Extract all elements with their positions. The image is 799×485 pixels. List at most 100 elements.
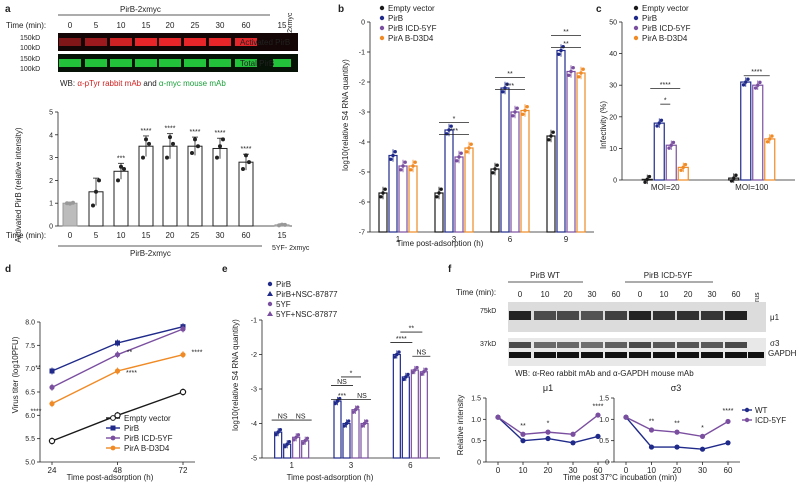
c-point — [647, 174, 652, 179]
a-point — [221, 137, 225, 142]
a-xtick-7: 60 — [242, 231, 251, 240]
f-band-sigma3-9 — [725, 342, 747, 348]
b-bar-1-2 — [500, 87, 510, 233]
f1-point-0 — [595, 433, 601, 439]
green-band-7 — [235, 59, 257, 67]
b-ytick-label: -1 — [359, 50, 365, 57]
b-sig-4: ** — [563, 29, 569, 36]
d-ytick-label: 6.5 — [25, 390, 35, 397]
c-point — [643, 180, 647, 184]
b-point — [403, 160, 407, 164]
f-legend-1: ICD-5YF — [755, 416, 786, 425]
f-time-5: 0 — [638, 290, 643, 299]
a-point — [116, 178, 120, 183]
panel-d-chart: 5.05.56.06.57.07.58.024 48 72*************… — [25, 320, 202, 476]
c-point — [645, 177, 649, 182]
c-point — [753, 86, 758, 90]
e-point — [422, 370, 426, 374]
b-point — [493, 167, 497, 171]
panel-a-xgroup: PirB-2xmyc — [130, 249, 171, 258]
d-point-2 — [49, 384, 55, 390]
f-band-gapdh-8 — [701, 352, 723, 358]
a-bar-6 — [212, 147, 228, 227]
c-ytick-label: 10 — [609, 146, 617, 153]
e-sig-7: ** — [409, 326, 415, 333]
e-sig-3: *** — [338, 393, 346, 400]
c-ytick-label: 50 — [609, 20, 617, 27]
f1-point-0 — [570, 440, 576, 446]
f-band-mu1-8 — [701, 311, 723, 320]
a-ytick-label: 3 — [49, 155, 53, 162]
e-point — [410, 370, 415, 375]
f-band-gapdh-7 — [677, 352, 699, 358]
f-band-gapdh-0 — [509, 352, 531, 358]
d-legend-marker-1 — [110, 425, 116, 431]
red-band-7 — [235, 38, 257, 46]
a-point — [241, 167, 245, 171]
a-point — [168, 135, 172, 140]
a-point — [247, 160, 251, 165]
f2-point-0 — [725, 440, 731, 446]
a-xtick-4: 20 — [166, 231, 175, 240]
e-point — [347, 419, 351, 423]
e-bar-1-2 — [401, 376, 410, 459]
f1-xtick-label-1: 10 — [519, 466, 528, 475]
c-legend-2: PirB ICD-5YF — [642, 24, 691, 33]
b-point — [559, 48, 563, 53]
b-sig-0: * — [453, 116, 456, 123]
b-xtick-0: 1 — [396, 235, 401, 244]
f-time-0: 0 — [518, 290, 523, 299]
a-point — [190, 151, 194, 156]
f1-sig-1: * — [547, 421, 550, 428]
b-bar-3-3 — [576, 72, 586, 233]
b-legend-2: PirB ICD-5YF — [388, 24, 437, 33]
c-point — [744, 80, 748, 84]
b-point — [413, 160, 417, 164]
a-time-8: 15 — [278, 21, 287, 30]
b-sig-5: ** — [563, 41, 569, 48]
a-point — [196, 144, 200, 149]
d-xtick-label-0: 24 — [48, 466, 57, 475]
b-point — [391, 153, 395, 158]
e-sig-1: NS — [296, 414, 306, 421]
green-band-6 — [209, 59, 231, 67]
c-legend-1: PirB — [642, 14, 657, 23]
d-legend-1: PirB — [124, 424, 139, 433]
f2-point-0 — [699, 446, 706, 452]
f1-point-1 — [545, 429, 551, 435]
a-sig-6: **** — [215, 130, 226, 137]
a-ytick-label: 0 — [49, 224, 53, 231]
d-ytick-label: 8.0 — [25, 320, 35, 327]
a-point — [215, 155, 219, 160]
a-ytick-label: 5 — [49, 110, 53, 117]
b-point — [503, 86, 507, 90]
d-xtick-label-1: 48 — [113, 466, 122, 475]
f-group-wt: PirB WT — [530, 271, 560, 280]
d-point-2 — [114, 352, 121, 358]
e-legend-3: 5YF+NSC-87877 — [276, 310, 338, 319]
b-ytick-label: 0 — [361, 20, 365, 27]
e-bar-3-1 — [360, 422, 369, 459]
a-point — [144, 137, 148, 142]
d-ytick-label: 5.0 — [25, 460, 35, 467]
a-point — [91, 203, 95, 208]
d-ytick-label: 6.0 — [25, 413, 35, 420]
e-legend-1: PirB+NSC-87877 — [276, 290, 338, 299]
c-legend-marker-2 — [633, 25, 639, 31]
e-bar-2-2 — [410, 369, 419, 459]
c-legend-marker-1 — [633, 15, 639, 21]
c-legend-marker-0 — [633, 5, 639, 11]
c-bar-1-1 — [740, 81, 752, 181]
b-point — [459, 151, 463, 155]
e-point — [413, 368, 417, 372]
e-point — [401, 377, 406, 382]
red-band-2 — [110, 38, 132, 46]
b-point — [383, 187, 387, 191]
f2-xtick-label-0: 0 — [624, 466, 629, 475]
f-band-gapdh-2 — [557, 352, 579, 358]
a-ytick-label: 1 — [49, 201, 53, 208]
b-point — [393, 150, 397, 154]
f-band-mu1-5 — [629, 311, 651, 320]
c-sig-0: * — [664, 98, 667, 105]
